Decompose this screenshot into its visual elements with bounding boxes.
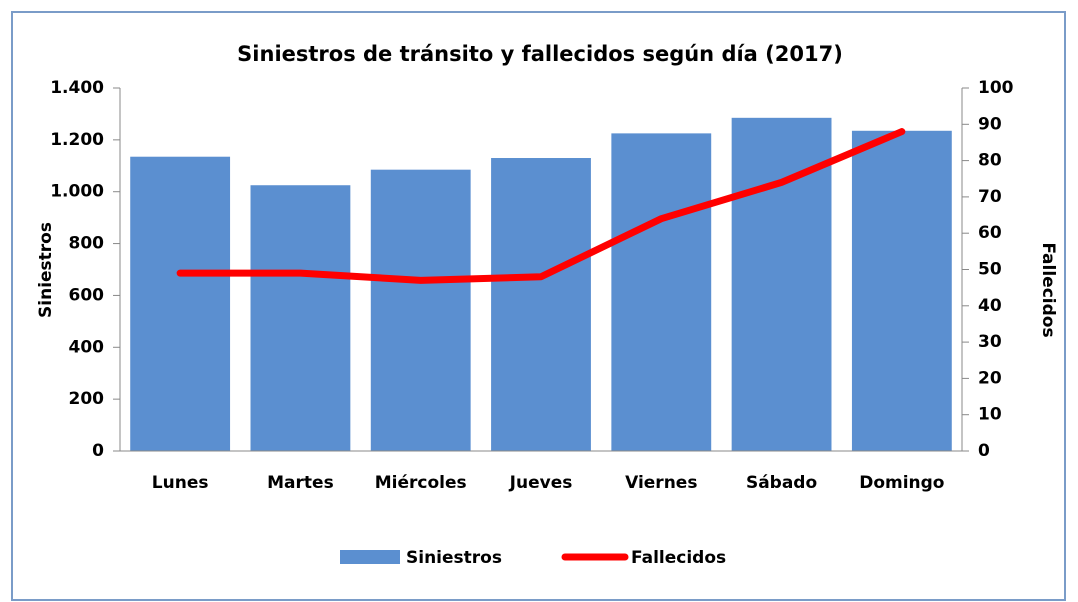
y-tick-label: 400: [69, 337, 105, 357]
legend-label: Fallecidos: [631, 548, 726, 568]
x-tick-label: Viernes: [625, 473, 697, 493]
y2-tick-label: 20: [978, 368, 1002, 388]
y2-tick-label: 100: [978, 78, 1014, 98]
y2-tick-label: 50: [978, 260, 1002, 280]
y2-tick-label: 90: [978, 114, 1002, 134]
y2-tick-label: 60: [978, 223, 1002, 243]
x-tick-label: Jueves: [509, 473, 573, 493]
x-tick-label: Lunes: [152, 473, 209, 493]
bar: [130, 156, 231, 452]
y2-tick-label: 30: [978, 332, 1002, 352]
y2-axis-label: Fallecidos: [1038, 242, 1058, 337]
chart-title: Siniestros de tránsito y fallecidos segú…: [237, 42, 843, 66]
x-tick-label: Sábado: [746, 473, 817, 493]
y-tick-label: 600: [69, 285, 105, 305]
line: [176, 128, 906, 284]
y2-tick-label: 70: [978, 187, 1002, 207]
y2-tick-label: 40: [978, 296, 1002, 316]
x-tick-label: Miércoles: [375, 473, 467, 493]
legend-label: Siniestros: [406, 548, 502, 568]
y-tick-label: 1.000: [50, 182, 104, 202]
y-tick-label: 0: [92, 441, 104, 461]
legend-swatch: [340, 550, 400, 564]
y-tick-label: 1.200: [50, 130, 104, 150]
y2-tick-label: 10: [978, 405, 1002, 425]
bar: [611, 133, 712, 451]
y-tick-label: 200: [69, 389, 105, 409]
bar: [851, 130, 952, 451]
x-tick-label: Martes: [267, 473, 334, 493]
bar: [370, 169, 471, 452]
bar: [731, 117, 832, 451]
y2-tick-label: 0: [978, 441, 990, 461]
bar: [491, 158, 591, 451]
y2-tick-label: 80: [978, 151, 1002, 171]
y-axis-label: Siniestros: [36, 222, 56, 318]
x-tick-label: Domingo: [859, 473, 944, 493]
y-tick-label: 800: [69, 234, 105, 254]
bar: [250, 185, 351, 451]
y-tick-label: 1.400: [50, 78, 104, 98]
